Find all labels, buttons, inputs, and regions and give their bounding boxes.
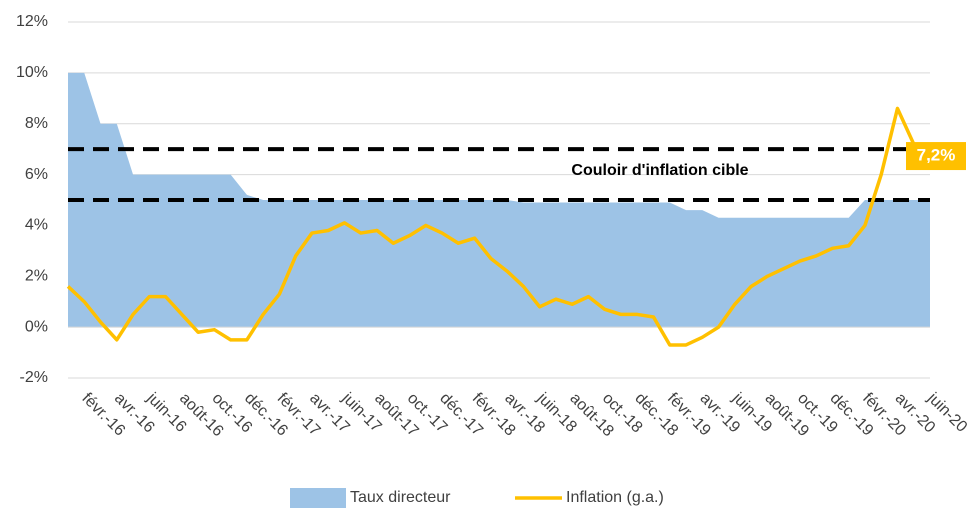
y-tick-label: -2% (20, 369, 48, 386)
annotation: 5% (845, 156, 871, 176)
y-tick-label: 6% (25, 166, 48, 183)
y-tick-label: 0% (25, 318, 48, 335)
legend-label: Inflation (g.a.) (566, 489, 664, 506)
y-tick-label: 12% (16, 13, 48, 30)
legend-label: Taux directeur (350, 489, 451, 506)
line (66, 106, 916, 347)
y-tick-label: 10% (16, 64, 48, 81)
y-tick-label: 8% (25, 115, 48, 132)
annotation: 7,2% (917, 146, 956, 165)
y-tick-label: 2% (25, 268, 48, 285)
annotation-box (906, 142, 966, 171)
annotation: Couloir d'inflation cible (571, 162, 748, 179)
legend-swatch (290, 488, 346, 508)
y-tick-label: 4% (25, 217, 48, 234)
